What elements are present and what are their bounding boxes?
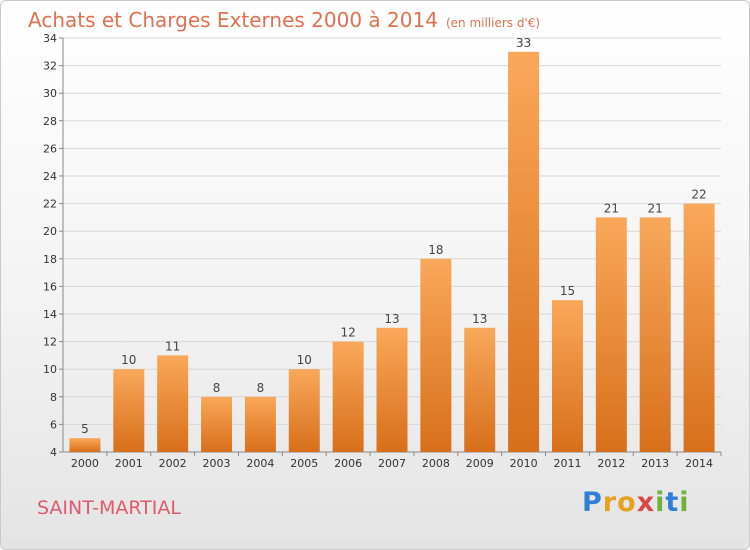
bar-2008 — [420, 258, 452, 452]
y-tick-label: 20 — [43, 225, 57, 238]
bar-2006 — [332, 341, 364, 452]
data-label: 8 — [257, 381, 265, 395]
data-label: 33 — [516, 36, 531, 50]
logo-letter: r — [602, 487, 618, 518]
x-tick-label: 2002 — [159, 457, 187, 470]
y-tick-label: 14 — [43, 308, 57, 321]
logo-letter: i — [655, 487, 666, 518]
logo-letter: P — [582, 487, 603, 518]
data-label: 15 — [560, 284, 575, 298]
bar-2003 — [201, 396, 233, 452]
x-tick-label: 2008 — [422, 457, 450, 470]
x-tick-label: 2012 — [597, 457, 625, 470]
x-tick-label: 2004 — [246, 457, 274, 470]
y-tick-label: 24 — [43, 170, 57, 183]
bar-2002 — [157, 355, 189, 452]
bar-2004 — [244, 396, 276, 452]
data-label: 8 — [213, 381, 221, 395]
chart-title-text: Achats et Charges Externes 2000 à 2014 — [28, 8, 438, 32]
data-label: 21 — [648, 201, 663, 215]
bar-2013 — [639, 217, 671, 452]
y-tick-label: 26 — [43, 142, 57, 155]
x-tick-label: 2010 — [510, 457, 538, 470]
y-tick-label: 22 — [43, 198, 57, 211]
y-tick-labels: 4 6 8 10 12 14 16 18 20 22 24 26 28 30 32 34 — [43, 32, 57, 459]
x-tick-label: 2014 — [685, 457, 713, 470]
data-label: 11 — [165, 339, 180, 353]
x-tick-label: 2013 — [641, 457, 669, 470]
y-tick-label: 18 — [43, 253, 57, 266]
y-tick-label: 8 — [50, 391, 57, 404]
x-tick-label: 2009 — [466, 457, 494, 470]
bars — [69, 51, 715, 453]
bar-2014 — [683, 203, 715, 452]
y-tick-label: 16 — [43, 280, 57, 293]
chart-subtitle: (en milliers d'€) — [445, 16, 541, 30]
x-tick-label: 2003 — [203, 457, 231, 470]
y-tick-label: 34 — [43, 32, 57, 45]
data-label: 18 — [428, 243, 443, 257]
y-tick-label: 32 — [43, 60, 57, 73]
x-tick-label: 2005 — [290, 457, 318, 470]
bar-2001 — [113, 369, 145, 452]
place-name: SAINT-MARTIAL — [37, 497, 181, 519]
bar-2010 — [508, 51, 540, 453]
proxiti-logo: Proxiti — [582, 487, 690, 518]
data-label: 10 — [121, 353, 136, 367]
x-tick-label: 2006 — [334, 457, 362, 470]
logo-letter: o — [617, 487, 637, 518]
chart-title: Achats et Charges Externes 2000 à 2014 (e… — [28, 8, 540, 32]
bar-2000 — [69, 438, 101, 452]
y-tick-label: 4 — [50, 446, 57, 459]
bar-2009 — [464, 327, 496, 452]
y-tick-label: 28 — [43, 115, 57, 128]
x-tick-labels: 2000 2001 2002 2003 2004 2005 2006 2007 2008 2009… — [71, 457, 713, 470]
data-labels: 5 10 11 8 8 10 12 13 18 13 33 15 21 21 22 — [81, 36, 707, 436]
data-label: 21 — [604, 201, 619, 215]
y-tick-label: 12 — [43, 336, 57, 349]
data-label: 13 — [384, 312, 399, 326]
data-label: 22 — [691, 188, 706, 202]
data-label: 12 — [340, 326, 355, 340]
x-tick-label: 2007 — [378, 457, 406, 470]
y-tick-label: 30 — [43, 87, 57, 100]
data-label: 13 — [472, 312, 487, 326]
data-label: 5 — [81, 422, 89, 436]
bar-2005 — [288, 369, 320, 452]
logo-letter: x — [636, 487, 656, 518]
data-label: 10 — [297, 353, 312, 367]
logo-letter: i — [679, 487, 690, 518]
bar-2011 — [551, 300, 583, 452]
bar-2012 — [595, 217, 627, 452]
logo-letter: t — [665, 487, 680, 518]
bar-2007 — [376, 327, 408, 452]
y-tick-label: 6 — [50, 418, 57, 431]
x-tick-label: 2011 — [553, 457, 581, 470]
x-tick-label: 2001 — [115, 457, 143, 470]
y-tick-label: 10 — [43, 363, 57, 376]
x-tick-label: 2000 — [71, 457, 99, 470]
